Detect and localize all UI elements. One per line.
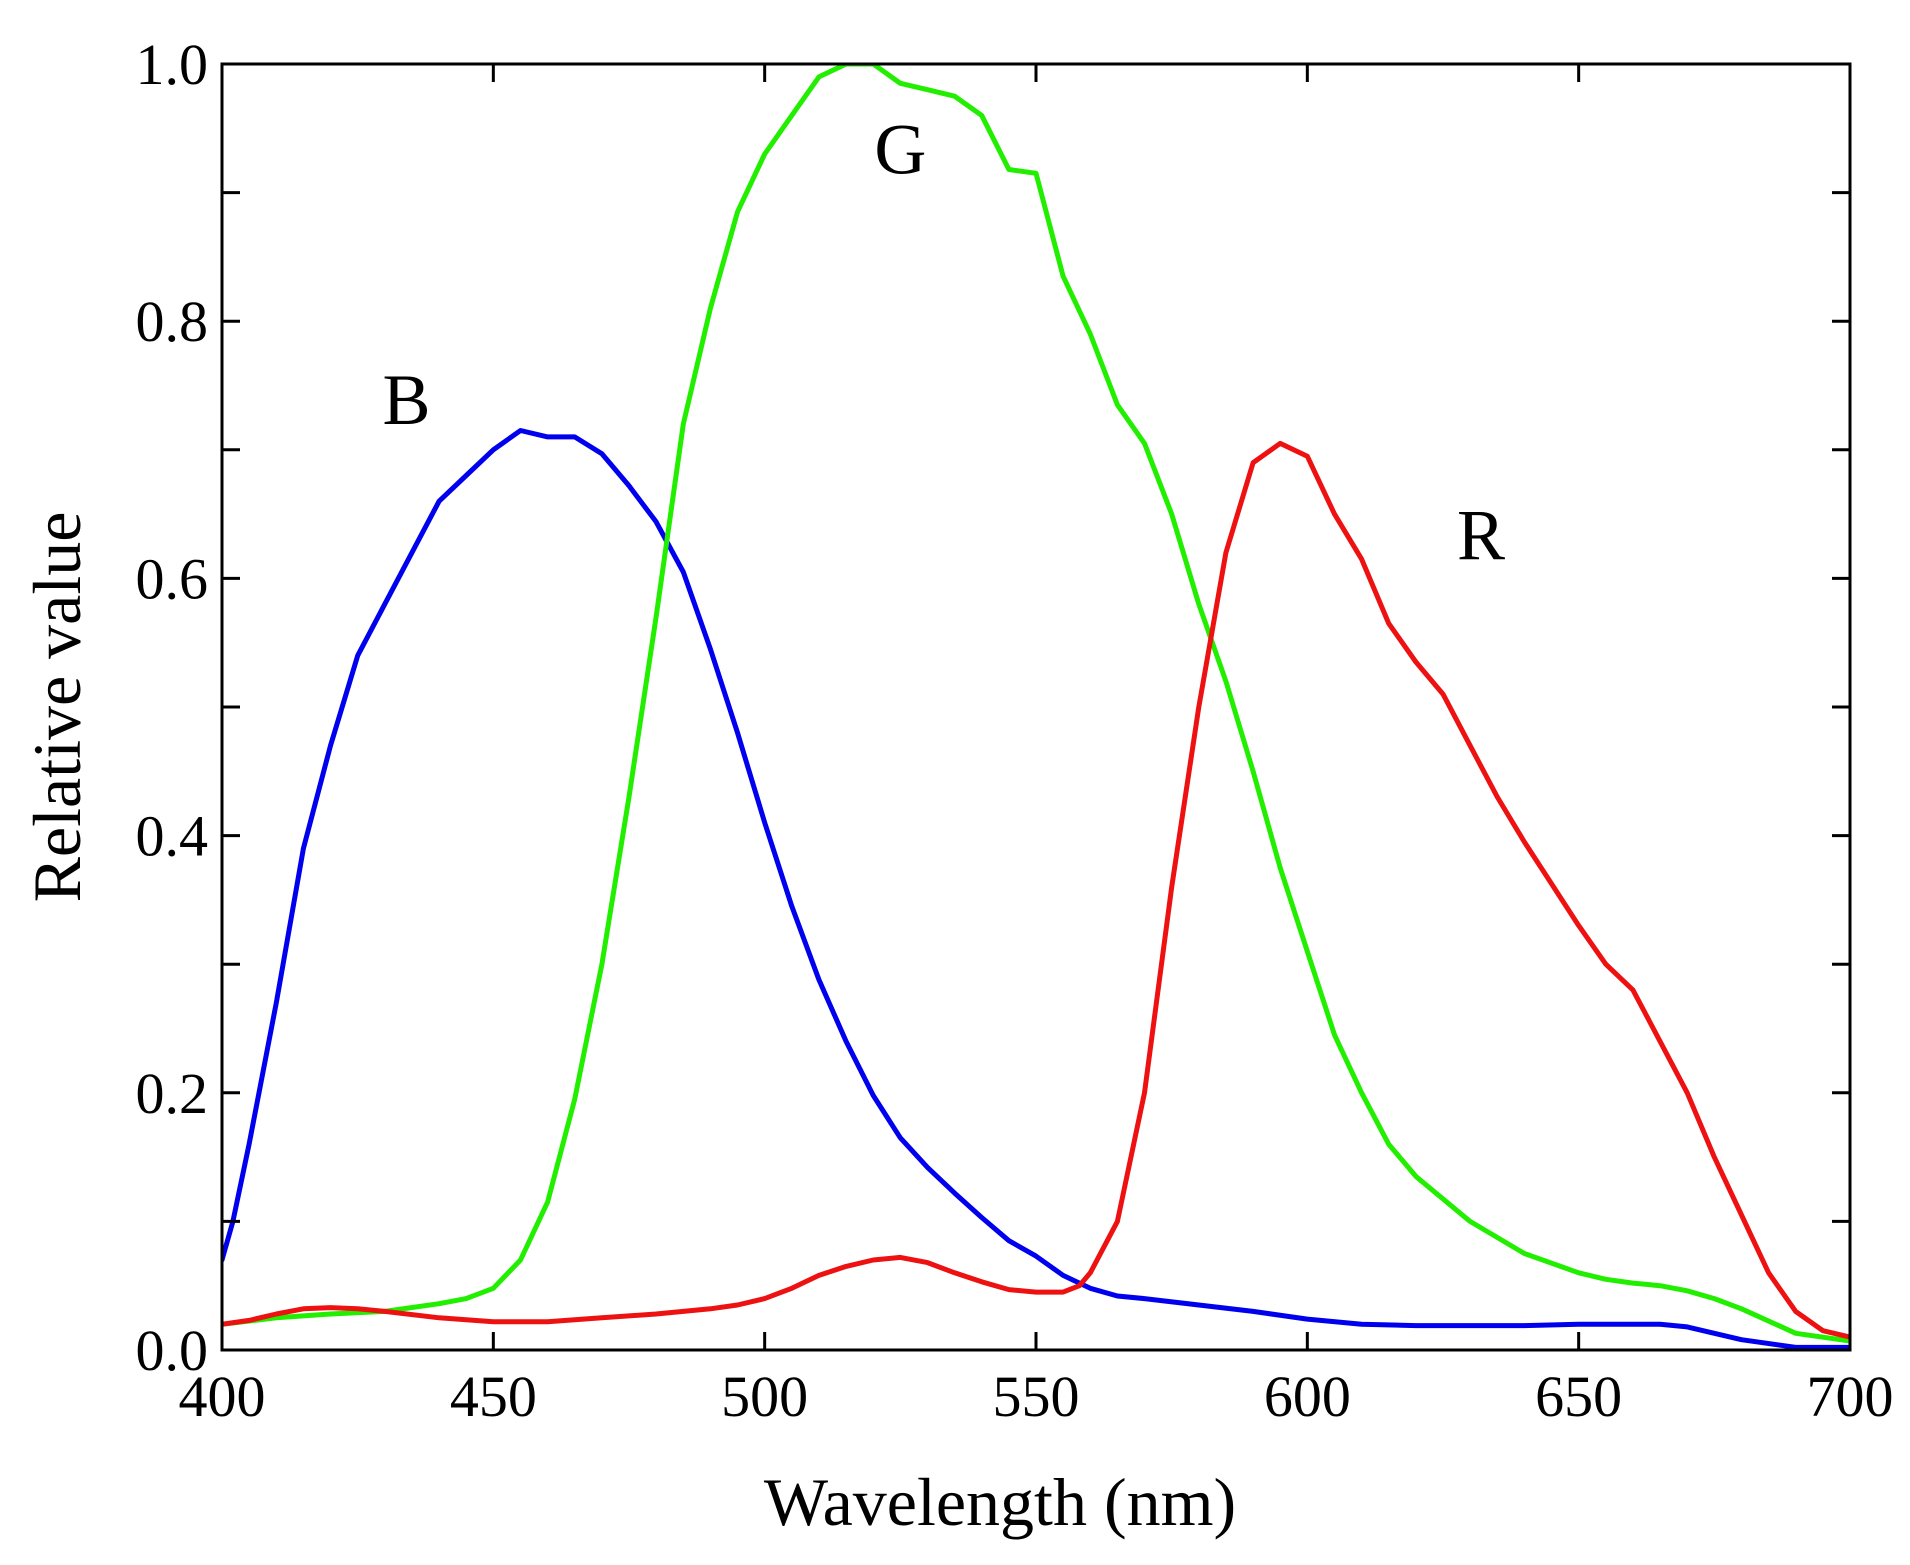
annotation-layer: B G R [382, 109, 1505, 575]
y-tick-label: 0.2 [136, 1061, 209, 1126]
series-annotation-G: G [874, 109, 926, 189]
series-line-B [222, 428, 1850, 1350]
x-tick-label: 600 [1264, 1364, 1351, 1429]
x-tick-label: 650 [1535, 1364, 1622, 1429]
series-line-R [222, 440, 1850, 1340]
y-tick-label: 0.0 [136, 1318, 209, 1383]
x-tick-label: 550 [993, 1364, 1080, 1429]
y-tick-label: 1.0 [136, 32, 209, 97]
x-tick-label: 450 [450, 1364, 537, 1429]
y-tick-label: 0.8 [136, 289, 209, 354]
x-axis-label: Wavelength (nm) [764, 1464, 1236, 1540]
series-annotation-R: R [1457, 495, 1505, 575]
series-line-G [222, 64, 1850, 1344]
y-tick-label: 0.6 [136, 546, 209, 611]
x-tick-label: 700 [1807, 1364, 1894, 1429]
series-layer [222, 64, 1850, 1350]
x-tick-label: 400 [179, 1364, 266, 1429]
series-annotation-B: B [382, 360, 430, 440]
y-axis-ticks: 0.0 0.2 0.4 0.6 0.8 1.0 [136, 32, 1850, 1383]
x-axis-ticks: 400 450 500 550 600 650 700 [179, 64, 1894, 1429]
plot-frame [220, 62, 1852, 1352]
x-tick-label: 500 [721, 1364, 808, 1429]
y-tick-label: 0.4 [136, 804, 209, 869]
y-axis-label: Relative value [19, 512, 95, 903]
